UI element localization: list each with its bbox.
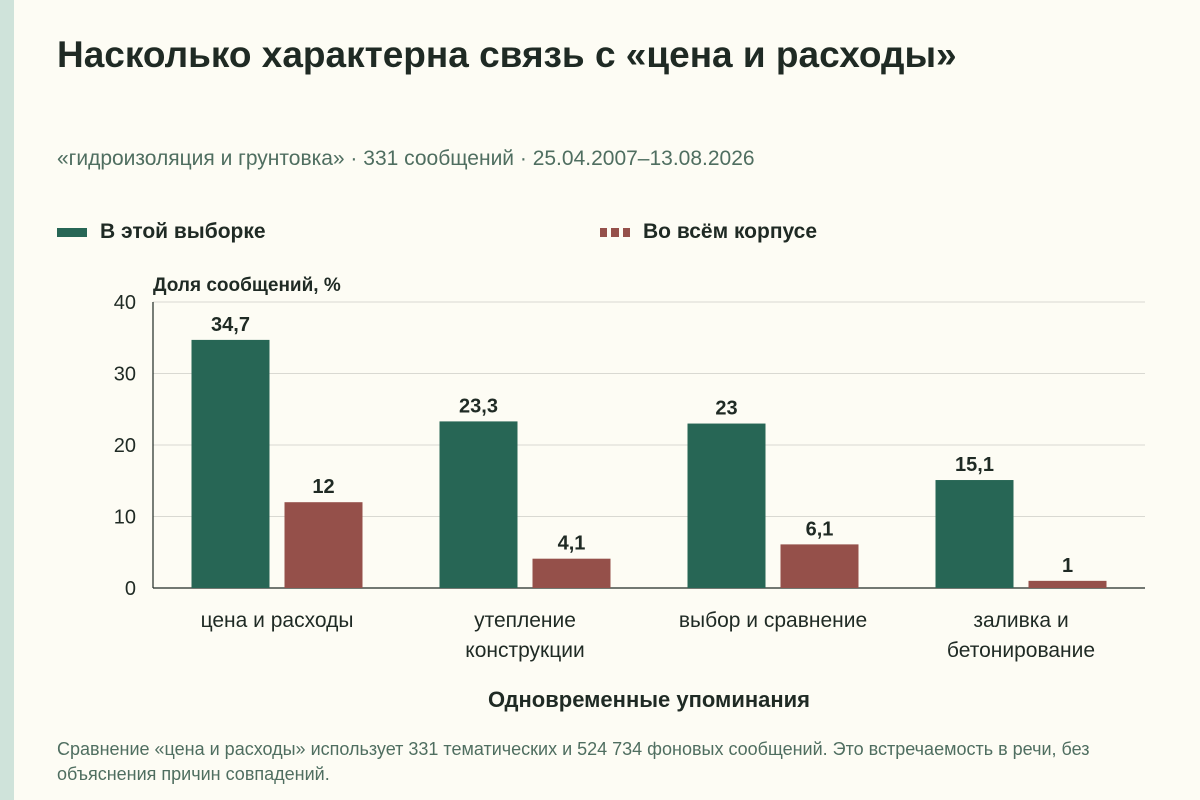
y-tick-label: 40 bbox=[114, 292, 136, 314]
bar-corpus bbox=[532, 558, 611, 588]
left-accent-strip bbox=[0, 0, 14, 800]
data-label: 1 bbox=[1062, 555, 1073, 577]
data-label: 15,1 bbox=[955, 454, 994, 476]
bar-sample bbox=[935, 480, 1014, 588]
data-label: 6,1 bbox=[806, 518, 834, 540]
bar-sample bbox=[439, 421, 518, 588]
y-tick-label: 30 bbox=[114, 364, 136, 386]
bar-sample bbox=[687, 423, 766, 588]
y-tick-label: 0 bbox=[125, 578, 136, 600]
bar-chart: Доля сообщений, % 0 10 20 30 40 34,7 12 цена и р… bbox=[114, 275, 1145, 712]
x-tick-label: заливка и бетонирование bbox=[947, 609, 1095, 662]
data-label: 12 bbox=[312, 476, 334, 498]
data-label: 34,7 bbox=[211, 314, 250, 336]
x-tick-label: выбор и сравнение bbox=[679, 609, 867, 632]
legend-swatch-sample bbox=[57, 227, 87, 237]
x-tick-label: цена и расходы bbox=[201, 609, 354, 632]
legend-item-corpus: Во всём корпусе bbox=[600, 219, 817, 245]
y-tick-label: 20 bbox=[114, 435, 136, 457]
x-axis-label: Одновременные упоминания bbox=[488, 687, 810, 712]
legend-swatch-corpus bbox=[600, 227, 630, 237]
bar-corpus bbox=[780, 544, 859, 588]
y-axis-label: Доля сообщений, % bbox=[153, 275, 341, 296]
legend-label-corpus: Во всём корпусе bbox=[643, 220, 818, 243]
chart-title: Насколько характерна связь с «цена и рас… bbox=[57, 34, 957, 75]
data-label: 23 bbox=[715, 398, 737, 420]
y-tick-label: 10 bbox=[114, 507, 136, 529]
legend-label-sample: В этой выборке bbox=[100, 220, 266, 243]
footnote: Сравнение «цена и расходы» использует 33… bbox=[57, 739, 1090, 784]
bar-corpus bbox=[1028, 580, 1107, 588]
data-label: 23,3 bbox=[459, 395, 498, 417]
bar-sample bbox=[191, 339, 270, 588]
data-label: 4,1 bbox=[558, 533, 586, 555]
bar-corpus bbox=[284, 502, 363, 588]
chart-subtitle: «гидроизоляция и грунтовка» · 331 сообще… bbox=[57, 147, 755, 170]
legend-item-sample: В этой выборке bbox=[57, 219, 266, 245]
x-tick-label: утепление конструкции bbox=[465, 609, 584, 662]
